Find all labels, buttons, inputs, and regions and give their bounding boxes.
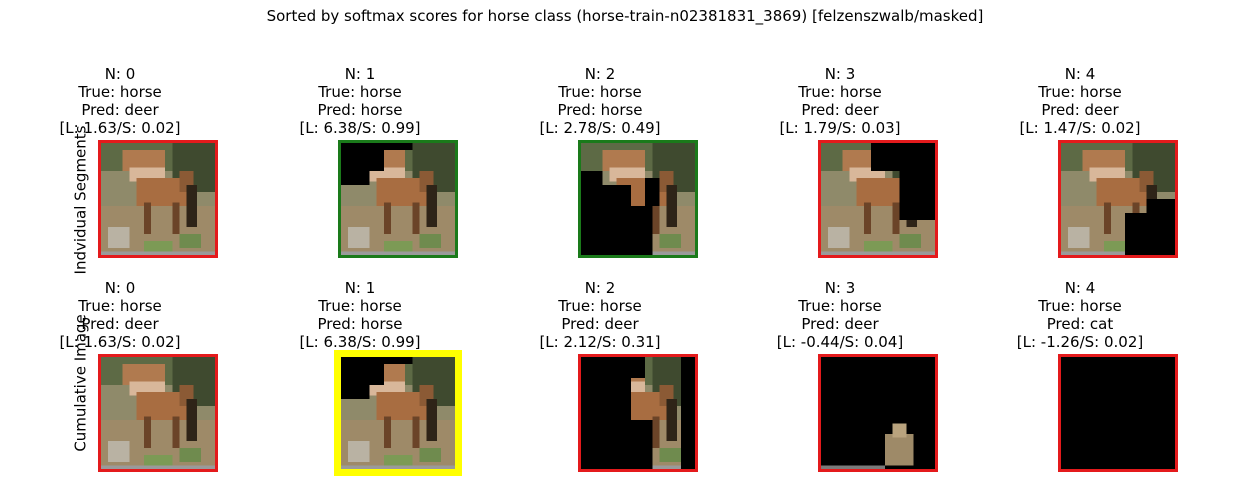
caption-pred: Pred: deer — [81, 101, 159, 119]
segment-image — [98, 140, 218, 258]
caption-true: True: horse — [1038, 297, 1122, 315]
caption-n: N: 2 — [584, 65, 616, 83]
panel-caption: N: 1 True: horse Pred: horse [L: 6.38/S: 0.… — [240, 279, 480, 351]
caption-pred: Pred: cat — [1046, 315, 1114, 333]
segment-image — [818, 354, 938, 472]
panel-caption: N: 4 True: horse Pred: cat [L: -1.26/S: 0.0… — [960, 279, 1200, 351]
caption-true: True: horse — [318, 83, 402, 101]
caption-scores: [L: 1.79/S: 0.03] — [779, 119, 901, 137]
caption-n: N: 1 — [344, 279, 376, 297]
segment-image — [98, 354, 218, 472]
segment-image — [1058, 354, 1178, 472]
segment-image — [334, 350, 462, 476]
segment-image — [578, 140, 698, 258]
caption-n: N: 4 — [1064, 279, 1096, 297]
caption-scores: [L: 6.38/S: 0.99] — [299, 333, 421, 351]
caption-n: N: 0 — [104, 279, 136, 297]
caption-scores: [L: -1.26/S: 0.02] — [1016, 333, 1144, 351]
caption-n: N: 3 — [824, 279, 856, 297]
panel-caption: N: 3 True: horse Pred: deer [L: -0.44/S: 0.… — [720, 279, 960, 351]
panel-caption: N: 4 True: horse Pred: deer [L: 1.47/S: 0.0… — [960, 65, 1200, 137]
caption-n: N: 3 — [824, 65, 856, 83]
caption-scores: [L: 1.63/S: 0.02] — [59, 333, 181, 351]
caption-true: True: horse — [558, 297, 642, 315]
caption-true: True: horse — [318, 297, 402, 315]
caption-pred: Pred: deer — [801, 315, 879, 333]
caption-n: N: 1 — [344, 65, 376, 83]
caption-pred: Pred: horse — [317, 101, 403, 119]
segment-image — [818, 140, 938, 258]
panel-caption: N: 2 True: horse Pred: horse [L: 2.78/S: 0.… — [480, 65, 720, 137]
caption-scores: [L: 1.47/S: 0.02] — [1019, 119, 1141, 137]
caption-pred: Pred: deer — [1041, 101, 1119, 119]
segment-image — [338, 140, 458, 258]
panel-caption: N: 2 True: horse Pred: deer [L: 2.12/S: 0.3… — [480, 279, 720, 351]
segment-image — [1058, 140, 1178, 258]
caption-pred: Pred: horse — [557, 101, 643, 119]
caption-n: N: 2 — [584, 279, 616, 297]
caption-scores: [L: -0.44/S: 0.04] — [776, 333, 904, 351]
segment-image — [578, 354, 698, 472]
caption-true: True: horse — [798, 297, 882, 315]
panel-caption: N: 3 True: horse Pred: deer [L: 1.79/S: 0.0… — [720, 65, 960, 137]
panel-caption: N: 0 True: horse Pred: deer [L: 1.63/S: 0.0… — [0, 65, 240, 137]
caption-pred: Pred: horse — [317, 315, 403, 333]
caption-n: N: 4 — [1064, 65, 1096, 83]
caption-true: True: horse — [78, 297, 162, 315]
row-label-individual-segments: Indvidual Segments — [70, 125, 89, 275]
caption-scores: [L: 6.38/S: 0.99] — [299, 119, 421, 137]
caption-scores: [L: 1.63/S: 0.02] — [59, 119, 181, 137]
caption-true: True: horse — [798, 83, 882, 101]
figure-title: Sorted by softmax scores for horse class… — [266, 7, 984, 25]
caption-pred: Pred: deer — [81, 315, 159, 333]
caption-pred: Pred: deer — [801, 101, 879, 119]
caption-true: True: horse — [1038, 83, 1122, 101]
panel-caption: N: 0 True: horse Pred: deer [L: 1.63/S: 0.0… — [0, 279, 240, 351]
caption-pred: Pred: deer — [561, 315, 639, 333]
caption-n: N: 0 — [104, 65, 136, 83]
caption-scores: [L: 2.78/S: 0.49] — [539, 119, 661, 137]
panel-caption: N: 1 True: horse Pred: horse [L: 6.38/S: 0.… — [240, 65, 480, 137]
caption-scores: [L: 2.12/S: 0.31] — [539, 333, 661, 351]
caption-true: True: horse — [78, 83, 162, 101]
caption-true: True: horse — [558, 83, 642, 101]
